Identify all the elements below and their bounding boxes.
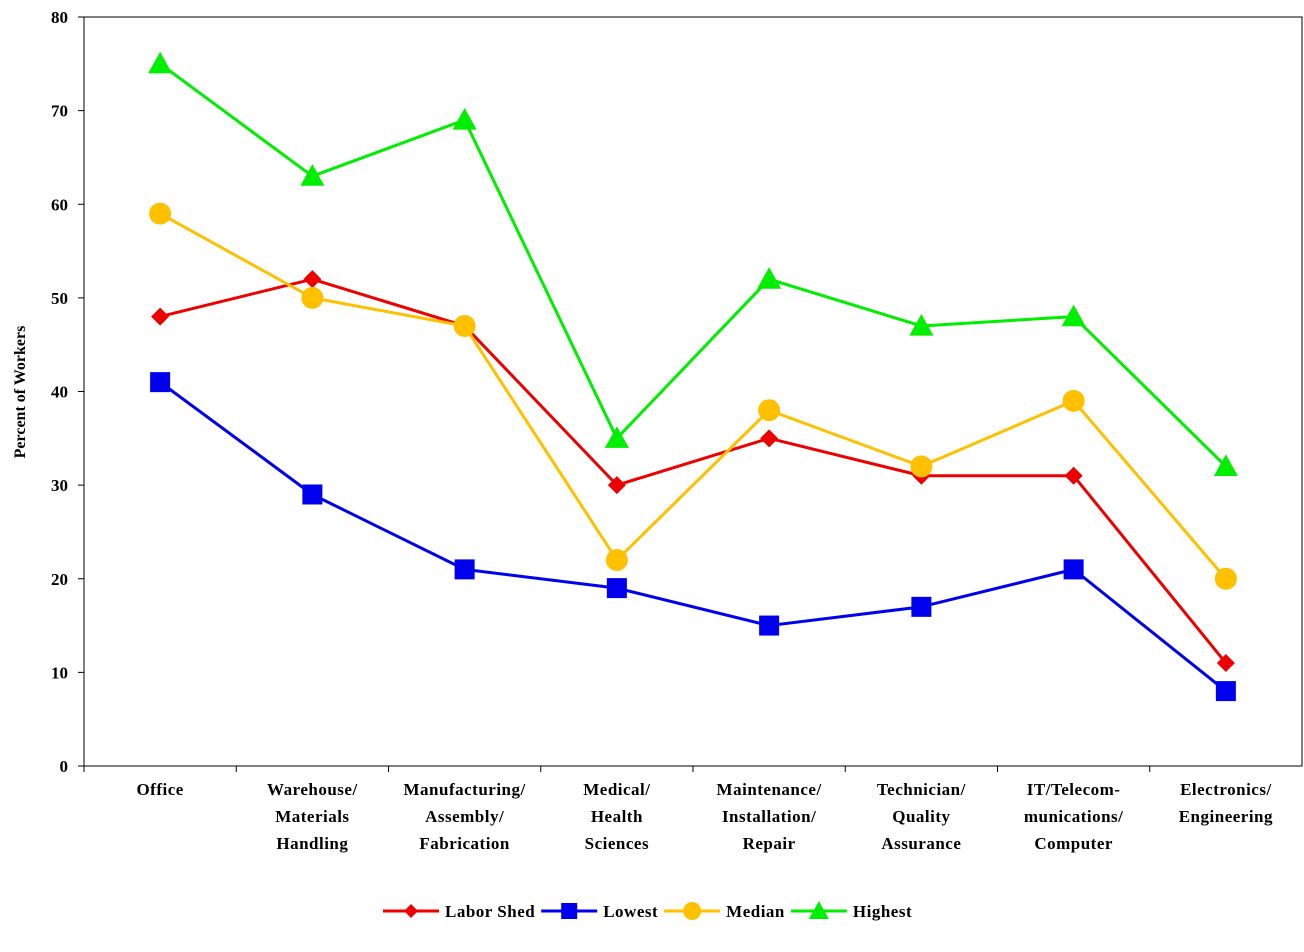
x-category-label-line: Technician/ — [877, 780, 966, 799]
legend-label: Highest — [853, 902, 912, 921]
x-category-label-line: Quality — [892, 807, 950, 826]
series-lines — [148, 51, 1238, 702]
x-category-label-line: Assembly/ — [425, 807, 504, 826]
data-point — [760, 429, 779, 448]
x-category-label-line: Handling — [276, 834, 348, 853]
x-category-label-line: Medical/ — [583, 780, 650, 799]
legend-item: Median — [664, 902, 785, 921]
y-tick-label: 30 — [51, 476, 68, 495]
legend-marker — [404, 904, 418, 918]
data-point — [1214, 567, 1237, 590]
data-point — [151, 307, 170, 326]
x-category-label-line: Electronics/ — [1180, 780, 1272, 799]
data-point — [1064, 466, 1083, 485]
x-category-label-line: Materials — [275, 807, 349, 826]
data-point — [759, 615, 780, 636]
legend-marker — [561, 903, 578, 919]
plot-area — [83, 16, 1303, 767]
x-axis-categories: Office Warehouse/Materials Handling Manufac… — [83, 766, 1273, 853]
data-point — [911, 596, 932, 617]
series-line — [159, 277, 1228, 664]
series-highest — [148, 51, 1238, 476]
y-tick-label: 40 — [51, 383, 68, 402]
data-point — [148, 51, 173, 74]
data-point — [1061, 304, 1086, 327]
data-point — [1215, 681, 1236, 702]
x-category-label: Office — [136, 780, 183, 799]
x-category-label-line: Fabrication — [419, 834, 510, 853]
data-point — [1063, 559, 1084, 580]
y-tick-label: 0 — [60, 757, 69, 776]
data-point — [300, 164, 325, 186]
data-point — [1062, 389, 1085, 412]
data-point — [454, 559, 475, 580]
x-category-label-line: Installation/ — [722, 807, 816, 826]
x-category-label-line: Manufacturing/ — [404, 780, 526, 799]
y-tick-label: 20 — [51, 570, 68, 589]
y-axis-label: Percent of Workers — [12, 326, 29, 459]
legend-marker — [683, 902, 702, 920]
x-category-label-line: Computer — [1034, 834, 1113, 853]
data-point — [910, 455, 933, 478]
series-line — [159, 62, 1227, 468]
x-category-label-line: Sciences — [585, 834, 649, 853]
data-point — [1213, 454, 1238, 476]
x-category-label-line: Health — [591, 807, 643, 826]
data-point — [1216, 654, 1235, 673]
y-tick-label: 80 — [51, 8, 68, 27]
x-category-label: Manufacturing/Assembly/Fabrication — [404, 780, 526, 853]
data-point — [758, 399, 781, 422]
x-category-label-line: Engineering — [1179, 807, 1273, 826]
data-point — [757, 267, 782, 289]
data-point — [909, 313, 934, 336]
x-category-label-line: Repair — [743, 834, 796, 853]
y-tick-label: 70 — [51, 102, 68, 121]
series-line — [159, 212, 1228, 580]
data-point — [453, 314, 476, 337]
legend-item: Highest — [790, 901, 912, 921]
data-point — [149, 202, 172, 225]
series-lowest — [150, 372, 1236, 702]
data-point — [150, 372, 171, 393]
x-category-label-line: Assurance — [881, 834, 961, 853]
series-median — [149, 202, 1237, 590]
data-point — [606, 578, 627, 599]
data-point — [303, 270, 322, 289]
y-tick-label: 10 — [51, 663, 68, 682]
x-category-label: Maintenance/Installation/Repair — [717, 780, 822, 853]
data-point — [607, 476, 626, 495]
x-category-label: Electronics/Engineering — [1179, 780, 1273, 826]
data-point — [302, 484, 323, 505]
data-point — [301, 286, 324, 309]
legend-label: Labor Shed — [445, 902, 535, 921]
y-axis-ticks: 0 10 20 30 40 50 60 70 80 — [51, 8, 84, 776]
series-line — [159, 380, 1227, 693]
legend-label: Median — [726, 902, 785, 921]
x-category-label-line: munications/ — [1024, 807, 1124, 826]
y-tick-label: 60 — [51, 195, 68, 214]
data-point — [605, 549, 628, 572]
x-category-label-line: Maintenance/ — [717, 780, 822, 799]
legend-item: Lowest — [541, 902, 658, 921]
legend-label: Lowest — [603, 902, 658, 921]
legend-item: Labor Shed — [383, 902, 535, 921]
legend: Labor Shed Lowest Median Highest — [383, 901, 912, 921]
x-category-label: Technician/Quality Assurance — [877, 780, 966, 853]
x-category-label-line: Warehouse/ — [267, 780, 358, 799]
data-point — [604, 426, 629, 448]
y-tick-label: 50 — [51, 289, 68, 308]
data-point — [452, 107, 477, 130]
x-category-label-line: Office — [136, 780, 183, 799]
x-category-label: IT/Telecom-munications/Computer — [1024, 780, 1124, 853]
x-category-label-line: IT/Telecom- — [1027, 780, 1121, 799]
x-category-label: Warehouse/Materials Handling — [267, 780, 358, 853]
legend-marker — [808, 901, 829, 919]
x-category-label: Medical/Health Sciences — [583, 780, 650, 853]
